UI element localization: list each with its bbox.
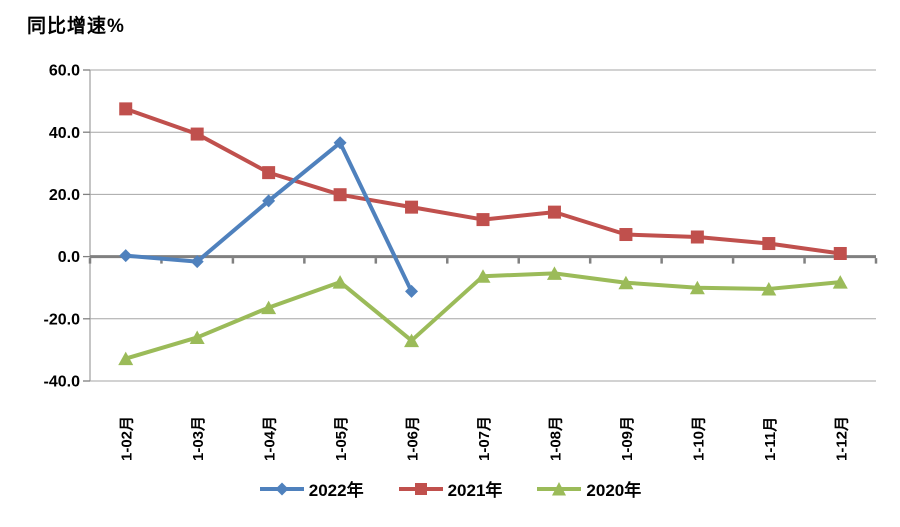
legend-item-2021: 2021年 [398,476,503,501]
x-axis-label: 1-11月 [762,417,779,461]
data-point-triangle [618,275,634,290]
x-axis-label: 1-03月 [190,416,207,461]
data-point-triangle [761,281,777,296]
data-point-triangle [118,351,134,366]
data-point-triangle [332,275,348,289]
data-point-square [190,127,204,141]
data-point-diamond [262,194,276,208]
legend-marker-2021-square-icon [398,482,443,495]
data-point-square [619,228,633,242]
data-point-triangle [832,275,848,289]
legend-marker-2020-triangle-icon [537,481,582,495]
legend-item-2022: 2022年 [259,476,364,501]
x-axis-label: 1-12月 [833,416,850,461]
data-point-square [762,237,776,251]
data-point-square [690,230,704,244]
x-axis-label: 1-08月 [547,416,564,461]
data-point-square [547,205,561,219]
data-point-square [262,166,276,180]
y-axis-label: 60.0 [49,63,80,80]
data-point-square [405,200,419,214]
data-point-triangle [475,269,491,283]
x-axis-label: 1-10月 [690,416,707,461]
x-axis-label: 1-02月 [119,416,136,461]
series-line-2022年 [125,140,414,293]
data-point-triangle [404,333,420,348]
data-point-square [476,213,490,227]
chart-title: 同比增速% [27,16,125,37]
data-point-square [119,102,133,116]
y-axis-label: -40.0 [44,374,81,391]
legend-label: 2020年 [586,481,642,500]
data-point-diamond [190,255,204,269]
data-point-triangle [546,266,562,280]
chart-legend: 2022年 2021年 2020年 [0,476,900,501]
legend-item-2020: 2020年 [536,476,641,501]
data-point-triangle [261,300,277,315]
legend-marker-2022-diamond-icon [259,482,304,495]
y-axis-label: 20.0 [49,187,80,204]
series-line-2020年 [125,271,841,361]
x-axis-label: 1-07月 [476,416,493,461]
data-point-square [333,188,347,202]
data-point-square [833,246,847,260]
data-point-diamond [405,284,419,298]
data-point-diamond [333,136,347,150]
legend-label: 2022年 [308,481,364,500]
y-axis-label: 0.0 [58,249,80,266]
data-point-diamond [119,249,133,263]
x-axis-label: 1-04月 [262,416,279,461]
data-point-triangle [189,330,205,344]
data-point-triangle [689,280,705,295]
x-axis-label: 1-06月 [405,416,422,461]
x-axis-label: 1-05月 [333,416,350,461]
y-axis-label: 40.0 [49,125,80,142]
line-chart: 60.0 40.0 20.0 0.0 -20.0 -40.0 1-02月 1-03月 1-04月… [44,63,878,461]
y-axis-label: -20.0 [44,311,81,328]
x-axis-label: 1-09月 [619,416,636,461]
legend-label: 2021年 [447,481,503,500]
